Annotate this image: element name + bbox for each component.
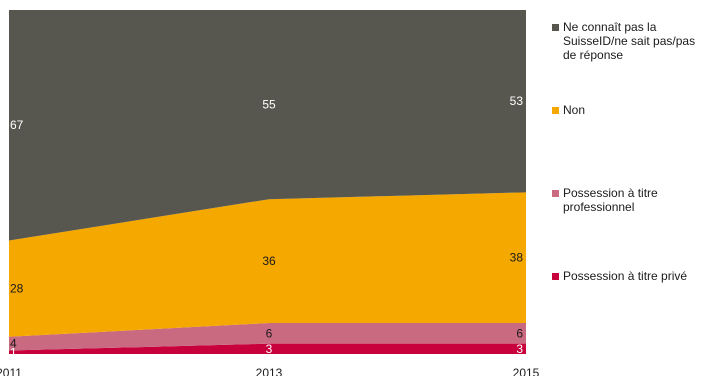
data-label-professional-2011: 4: [10, 337, 17, 351]
area-non: [9, 192, 526, 337]
x-tick-label-2013: 2013: [256, 366, 283, 376]
data-label-dont-know-2013: 55: [262, 98, 276, 112]
x-tick-label-2015: 2015: [513, 366, 540, 376]
legend-label-non: Non: [563, 103, 586, 117]
legend-swatch-dont-know: [552, 24, 559, 31]
legend-swatch-private: [552, 273, 559, 280]
legend-label-private: Possession à titre privé: [563, 269, 688, 283]
area-dont-know: [9, 10, 526, 241]
legend-label-professional: Possession à titre professionnel: [563, 186, 658, 214]
x-tick-label-2011: 2011: [0, 366, 22, 376]
data-label-non-2015: 38: [510, 251, 524, 265]
legend-item-professional: Possession à titre professionnel: [552, 186, 703, 214]
data-label-professional-2013: 6: [266, 326, 273, 340]
data-label-private-2011: 1: [10, 345, 17, 359]
legend-item-private: Possession à titre privé: [552, 269, 703, 283]
data-label-dont-know-2011: 67: [10, 118, 24, 132]
data-label-non-2011: 28: [10, 282, 24, 296]
data-label-dont-know-2015: 53: [510, 94, 524, 108]
area-professional: [9, 323, 526, 351]
legend-swatch-non: [552, 107, 559, 114]
data-label-private-2013: 3: [266, 342, 273, 356]
legend-item-non: Non: [552, 103, 703, 117]
data-label-professional-2015: 6: [516, 326, 523, 340]
area-private: [9, 343, 526, 354]
legend-item-dont-know: Ne connaît pas la SuisseID/ne sait pas/p…: [552, 20, 703, 62]
data-label-non-2013: 36: [262, 254, 276, 268]
legend-label-dont-know: Ne connaît pas la SuisseID/ne sait pas/p…: [563, 20, 696, 62]
legend-swatch-professional: [552, 190, 559, 197]
data-label-private-2015: 3: [516, 342, 523, 356]
